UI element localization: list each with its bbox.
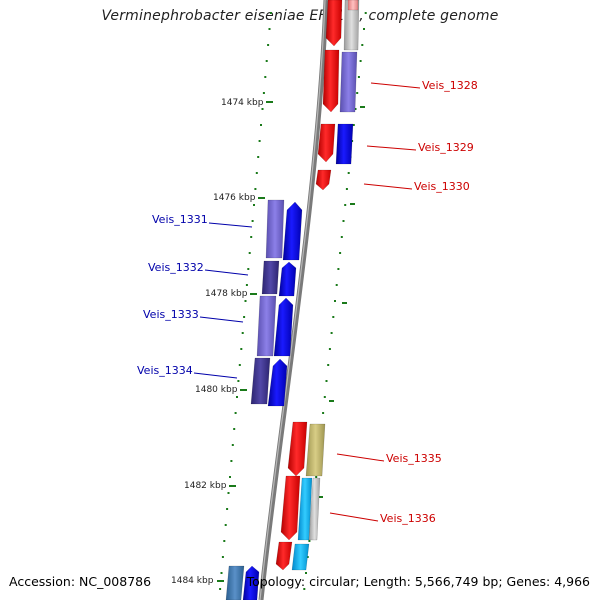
kbp-label: 1476 kbp: [213, 193, 256, 203]
tick-ring: [217, 12, 367, 590]
label-leaders: [193, 82, 421, 522]
gene-label-veis-1331[interactable]: Veis_1331: [152, 213, 208, 226]
kbp-label: 1480 kbp: [195, 385, 238, 395]
gene-label-veis-1332[interactable]: Veis_1332: [148, 261, 204, 274]
kbp-label: 1474 kbp: [221, 98, 264, 108]
kbp-label: 1478 kbp: [205, 289, 248, 299]
genome-backbone: [258, 0, 329, 600]
gene-label-veis-1328[interactable]: Veis_1328: [422, 79, 478, 92]
gene-label-veis-1335[interactable]: Veis_1335: [386, 452, 442, 465]
backbone-highlight: [259, 0, 326, 600]
gene-label-veis-1336[interactable]: Veis_1336: [380, 512, 436, 525]
genome-summary-text: Topology: circular; Length: 5,566,749 bp…: [246, 574, 590, 589]
map-title: Verminephrobacter eiseniae EF01-2, compl…: [101, 8, 499, 24]
gene-track: [225, 0, 360, 600]
gene-label-veis-1333[interactable]: Veis_1333: [143, 308, 199, 321]
gene-label-veis-1334[interactable]: Veis_1334: [137, 364, 193, 377]
gene-label-veis-1329[interactable]: Veis_1329: [418, 141, 474, 154]
gene-label-veis-1330[interactable]: Veis_1330: [414, 180, 470, 193]
kbp-label: 1482 kbp: [184, 481, 227, 491]
accession-text: Accession: NC_008786: [9, 574, 152, 589]
kbp-label: 1484 kbp: [171, 576, 214, 586]
